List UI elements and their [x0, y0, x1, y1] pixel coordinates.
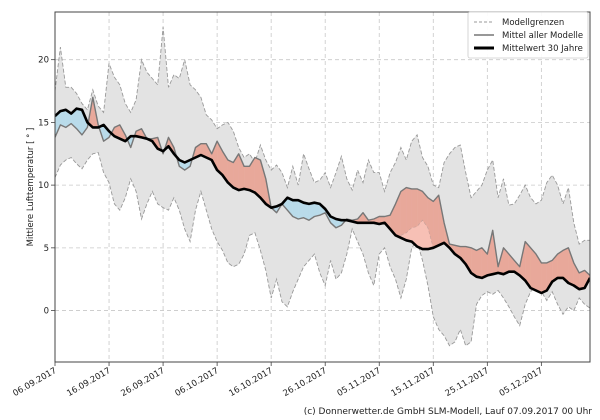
x-tick-label: 16.10.2017: [228, 366, 275, 399]
model-range-area: [55, 27, 590, 346]
legend-box: [467, 11, 589, 59]
x-tick-label: 25.11.2017: [444, 366, 491, 399]
y-tick-label: 20: [38, 56, 49, 66]
y-tick-label: 0: [44, 307, 49, 317]
plot-frame: [54, 11, 591, 363]
y-tick-label: 5: [44, 244, 49, 254]
warmer-anomaly-fill: [541, 262, 547, 294]
x-axis: 06.09.2017 16.09.2017 26.09.2017 06.10.2017…: [11, 362, 545, 399]
y-tick-label: 10: [38, 181, 49, 191]
x-tick-label: 06.09.2017: [11, 366, 58, 399]
model-mean-line: [55, 96, 590, 276]
x-tick-label: 15.11.2017: [390, 366, 437, 399]
y-tick-label: 15: [38, 118, 49, 128]
x-tick-label: 16.09.2017: [65, 366, 112, 399]
lower-model-bound-line: [55, 151, 590, 347]
model-range-band: [55, 27, 590, 347]
x-tick-label: 05.12.2017: [498, 366, 545, 399]
y-axis: 0 5 10 15 20: [38, 56, 55, 317]
legend-label-mittel-aller-modelle: Mittel aller Modelle: [502, 31, 583, 41]
upper-model-bound-line: [55, 27, 590, 245]
x-tick-label: 26.09.2017: [119, 366, 166, 399]
warmer-anomaly-fill: [243, 166, 250, 191]
legend: Modellgrenzen Mittel aller Modelle Mitte…: [467, 11, 589, 59]
legend-label-modellgrenzen: Modellgrenzen: [502, 18, 564, 28]
warmer-anomaly-fill: [400, 187, 407, 241]
warmer-anomaly-fill: [476, 247, 483, 279]
legend-label-mittelwert-30-jahre: Mittelwert 30 Jahre: [502, 44, 583, 54]
warmer-anomaly-fill: [557, 250, 564, 279]
x-tick-label: 26.10.2017: [282, 366, 329, 399]
x-tick-label: 06.10.2017: [173, 366, 220, 399]
series-lines: [55, 96, 590, 295]
warmer-anomaly-fill: [433, 194, 439, 249]
climatology-mean-line: [55, 107, 590, 295]
y-axis-label: Mittlere Lufttemperatur [ ° ]: [26, 128, 36, 247]
x-tick-label: 05.11.2017: [336, 366, 383, 399]
copyright-footer: (c) Donnerwetter.de GmbH SLM-Modell, Lau…: [303, 407, 592, 417]
